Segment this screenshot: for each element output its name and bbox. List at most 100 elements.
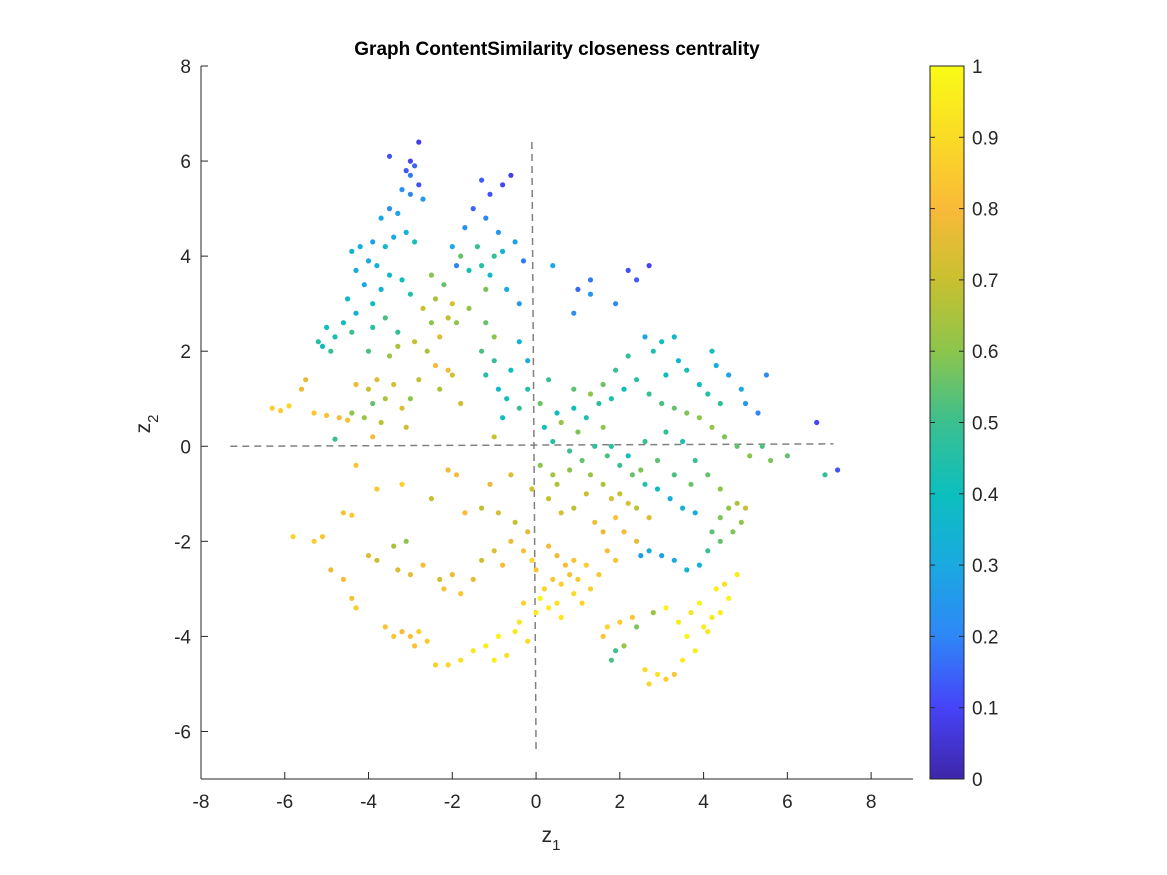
scatter-point bbox=[734, 572, 740, 578]
scatter-point bbox=[529, 557, 535, 563]
scatter-point bbox=[705, 472, 711, 478]
scatter-point bbox=[491, 358, 497, 364]
scatter-point bbox=[554, 481, 560, 487]
scatter-point bbox=[575, 286, 581, 292]
scatter-point bbox=[613, 367, 619, 373]
colorbar-tick-label: 0 bbox=[972, 770, 983, 791]
scatter-point bbox=[491, 253, 497, 259]
scatter-point bbox=[399, 629, 405, 635]
y-axis-label: z2 bbox=[132, 415, 162, 434]
scatter-point bbox=[726, 372, 732, 378]
scatter-point bbox=[571, 386, 577, 392]
scatter-point bbox=[357, 244, 363, 250]
scatter-point bbox=[604, 624, 610, 630]
scatter-point bbox=[458, 591, 464, 597]
scatter-point bbox=[646, 391, 652, 397]
scatter-point bbox=[667, 496, 673, 502]
scatter-point bbox=[365, 348, 372, 354]
x-ticks: -8 -6 -4 -2 0 2 4 6 8 bbox=[193, 772, 876, 813]
scatter-point bbox=[466, 267, 472, 273]
scatter-point bbox=[747, 453, 753, 459]
scatter-point bbox=[613, 648, 619, 654]
scatter-point bbox=[684, 367, 690, 373]
scatter-point bbox=[696, 562, 703, 568]
scatter-point bbox=[600, 381, 606, 388]
scatter-point bbox=[382, 396, 388, 402]
scatter-point bbox=[604, 453, 610, 459]
scatter-point bbox=[516, 301, 522, 307]
scatter-point bbox=[663, 676, 669, 682]
scatter-point bbox=[479, 263, 485, 269]
scatter-point bbox=[370, 400, 376, 407]
scatter-point bbox=[617, 462, 623, 468]
scatter-point bbox=[395, 210, 401, 216]
scatter-point bbox=[680, 505, 686, 511]
scatter-point bbox=[391, 381, 397, 388]
scatter-point bbox=[587, 277, 594, 283]
scatter-point bbox=[608, 657, 615, 663]
scatter-point bbox=[449, 572, 455, 578]
scatter-point bbox=[663, 605, 669, 611]
scatter-point bbox=[319, 343, 326, 349]
scatter-point bbox=[412, 643, 418, 649]
scatter-point bbox=[453, 263, 460, 269]
scatter-point bbox=[579, 457, 585, 464]
scatter-point bbox=[483, 215, 489, 221]
scatter-point bbox=[324, 412, 330, 418]
scatter-point bbox=[726, 595, 732, 602]
scatter-point bbox=[755, 410, 761, 416]
scatter-point bbox=[479, 557, 485, 563]
scatter-point bbox=[416, 629, 422, 635]
scatter-point bbox=[449, 301, 455, 307]
scatter-point bbox=[579, 600, 585, 606]
scatter-point bbox=[449, 244, 455, 250]
y-axis-label-subscript: 2 bbox=[145, 415, 162, 423]
scatter-point bbox=[638, 553, 644, 559]
scatter-point bbox=[407, 572, 413, 578]
scatter-point bbox=[575, 429, 581, 435]
scatter-point bbox=[717, 486, 723, 492]
colorbar-tick-label: 1 bbox=[972, 57, 983, 78]
scatter-point bbox=[445, 467, 451, 473]
scatter-point bbox=[298, 386, 305, 392]
scatter-point bbox=[646, 263, 652, 269]
scatter-point bbox=[814, 419, 820, 426]
scatter-point bbox=[428, 320, 434, 326]
scatter-point bbox=[424, 348, 430, 354]
x-tick-label: -6 bbox=[276, 792, 293, 813]
scatter-point bbox=[391, 543, 397, 549]
scatter-point bbox=[516, 619, 522, 625]
scatter-point bbox=[453, 472, 460, 478]
scatter-point bbox=[709, 529, 715, 535]
scatter-point bbox=[353, 267, 359, 273]
scatter-point bbox=[474, 244, 480, 250]
scatter-point bbox=[692, 648, 698, 654]
scatter-point bbox=[382, 244, 388, 250]
scatter-point bbox=[671, 671, 677, 678]
y-tick-label: 2 bbox=[180, 342, 191, 363]
scatter-point bbox=[290, 534, 296, 540]
scatter-point bbox=[386, 272, 393, 278]
scatter-point bbox=[382, 315, 388, 321]
scatter-point bbox=[554, 553, 560, 559]
scatter-point bbox=[654, 671, 661, 678]
scatter-point bbox=[537, 462, 543, 468]
scatter-point bbox=[458, 400, 464, 407]
scatter-point bbox=[395, 567, 401, 573]
scatter-point bbox=[508, 172, 514, 178]
scatter-point bbox=[705, 629, 711, 635]
scatter-point bbox=[315, 339, 321, 345]
scatter-point bbox=[345, 296, 351, 302]
scatter-point bbox=[495, 633, 501, 640]
scatter-point bbox=[370, 324, 376, 330]
scatter-point bbox=[742, 505, 749, 511]
scatter-point bbox=[768, 457, 774, 464]
reference-lines bbox=[230, 142, 834, 751]
scatter-point bbox=[675, 358, 682, 364]
vertical-reference-line bbox=[531, 142, 537, 751]
scatter-point bbox=[516, 339, 522, 345]
scatter-point bbox=[571, 557, 577, 563]
scatter-point bbox=[445, 662, 451, 668]
scatter-point bbox=[470, 576, 476, 583]
scatter-point bbox=[642, 438, 648, 445]
